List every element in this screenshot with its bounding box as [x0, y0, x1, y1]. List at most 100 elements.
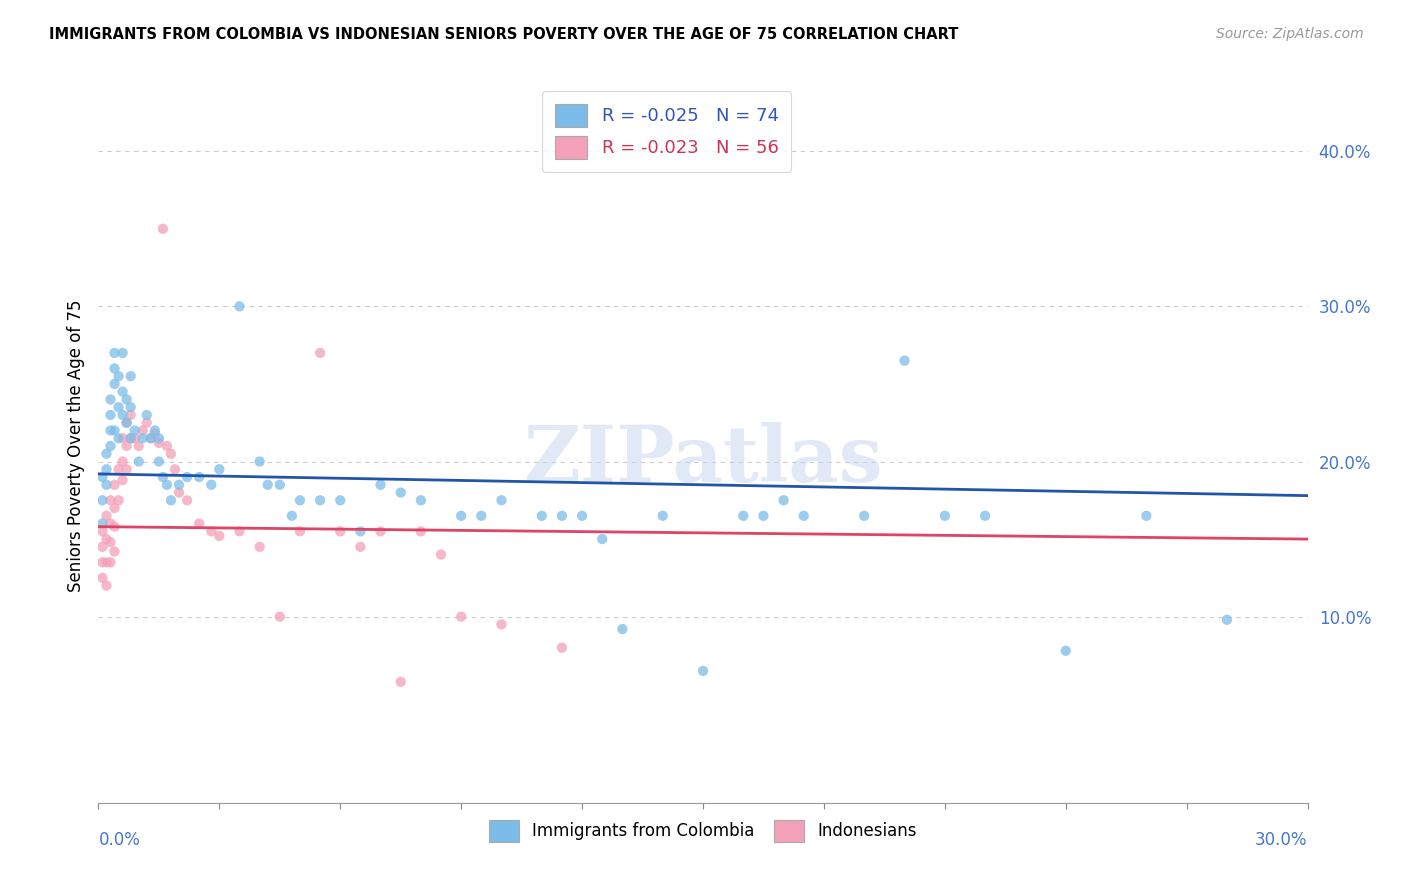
Point	[163, 462, 186, 476]
Point	[103, 376, 125, 391]
Point	[200, 477, 222, 491]
Point	[143, 424, 166, 438]
Point	[530, 508, 553, 523]
Point	[612, 622, 634, 636]
Point	[91, 555, 114, 569]
Point	[430, 548, 453, 562]
Point	[470, 508, 492, 523]
Point	[103, 346, 125, 360]
Point	[107, 369, 129, 384]
Point	[152, 222, 174, 236]
Point	[107, 401, 129, 415]
Point	[269, 609, 291, 624]
Point	[143, 426, 166, 441]
Point	[96, 532, 118, 546]
Point	[107, 462, 129, 476]
Point	[571, 508, 593, 523]
Point	[132, 424, 155, 438]
Point	[934, 508, 956, 523]
Point	[100, 439, 122, 453]
Point	[450, 609, 472, 624]
Text: IMMIGRANTS FROM COLOMBIA VS INDONESIAN SENIORS POVERTY OVER THE AGE OF 75 CORREL: IMMIGRANTS FROM COLOMBIA VS INDONESIAN S…	[49, 27, 959, 42]
Text: ZIPatlas: ZIPatlas	[523, 422, 883, 499]
Point	[91, 470, 114, 484]
Point	[103, 361, 125, 376]
Point	[124, 424, 146, 438]
Point	[148, 431, 170, 445]
Point	[115, 462, 138, 476]
Point	[228, 524, 250, 539]
Point	[100, 555, 122, 569]
Point	[188, 516, 211, 531]
Point	[124, 431, 146, 445]
Point	[1054, 644, 1077, 658]
Point	[793, 508, 815, 523]
Point	[491, 617, 513, 632]
Point	[974, 508, 997, 523]
Text: 30.0%: 30.0%	[1256, 830, 1308, 848]
Text: Source: ZipAtlas.com: Source: ZipAtlas.com	[1216, 27, 1364, 41]
Point	[249, 454, 271, 468]
Point	[111, 473, 134, 487]
Point	[120, 401, 142, 415]
Point	[269, 477, 291, 491]
Legend: Immigrants from Colombia, Indonesians: Immigrants from Colombia, Indonesians	[478, 810, 928, 852]
Point	[120, 431, 142, 445]
Point	[100, 424, 122, 438]
Point	[103, 424, 125, 438]
Point	[111, 454, 134, 468]
Point	[107, 431, 129, 445]
Point	[120, 369, 142, 384]
Point	[96, 508, 118, 523]
Point	[200, 524, 222, 539]
Point	[389, 485, 412, 500]
Point	[349, 524, 371, 539]
Point	[176, 493, 198, 508]
Point	[208, 529, 231, 543]
Point	[100, 493, 122, 508]
Point	[853, 508, 876, 523]
Point	[115, 416, 138, 430]
Point	[167, 485, 190, 500]
Point	[160, 493, 183, 508]
Point	[128, 439, 150, 453]
Point	[91, 524, 114, 539]
Point	[551, 640, 574, 655]
Point	[96, 462, 118, 476]
Point	[893, 353, 915, 368]
Point	[115, 416, 138, 430]
Point	[491, 493, 513, 508]
Point	[1135, 508, 1157, 523]
Point	[128, 454, 150, 468]
Point	[135, 416, 157, 430]
Point	[733, 508, 755, 523]
Point	[115, 439, 138, 453]
Text: 0.0%: 0.0%	[98, 830, 141, 848]
Point	[156, 439, 179, 453]
Point	[409, 493, 432, 508]
Point	[208, 462, 231, 476]
Point	[100, 516, 122, 531]
Point	[139, 431, 162, 445]
Point	[96, 477, 118, 491]
Point	[103, 477, 125, 491]
Point	[148, 436, 170, 450]
Point	[370, 477, 392, 491]
Point	[349, 540, 371, 554]
Point	[111, 384, 134, 399]
Point	[111, 408, 134, 422]
Point	[91, 571, 114, 585]
Point	[100, 392, 122, 407]
Point	[156, 477, 179, 491]
Point	[96, 447, 118, 461]
Point	[188, 470, 211, 484]
Point	[1216, 613, 1239, 627]
Point	[281, 508, 304, 523]
Point	[120, 408, 142, 422]
Point	[167, 477, 190, 491]
Point	[111, 431, 134, 445]
Point	[288, 524, 311, 539]
Point	[288, 493, 311, 508]
Point	[256, 477, 278, 491]
Point	[96, 579, 118, 593]
